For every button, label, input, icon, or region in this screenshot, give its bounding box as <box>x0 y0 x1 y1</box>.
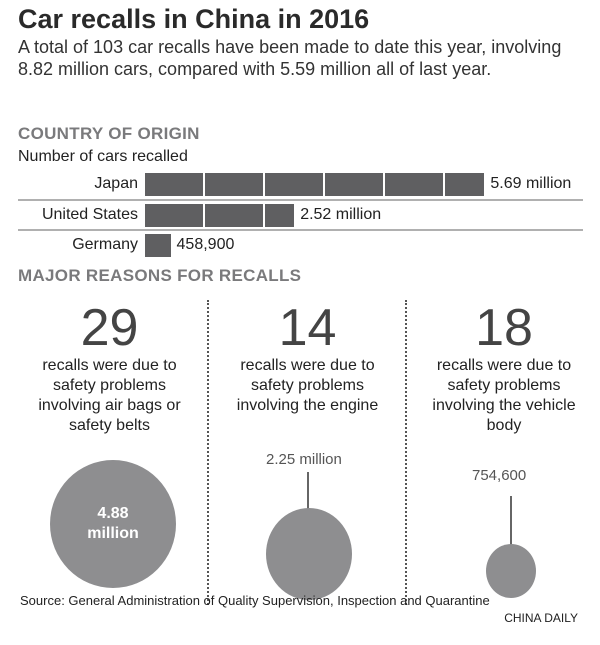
reason-text: recalls were due to safety problems invo… <box>432 357 576 434</box>
recall-count: 18 <box>475 299 533 357</box>
bar-row-japan: Japan 5.69 million <box>18 171 571 197</box>
bar-block <box>325 172 383 196</box>
bar-row-united-states: United States 2.52 million <box>18 202 381 228</box>
recall-count: 14 <box>278 299 337 357</box>
reason-text: recalls were due to safety problems invo… <box>38 357 181 434</box>
bubble-value: 4.88 <box>97 505 129 522</box>
reason-body: 18 recalls were due to safety problems i… <box>408 300 600 436</box>
bar-value: 5.69 million <box>490 175 572 192</box>
leader-line <box>510 496 512 546</box>
bar-label: United States <box>41 206 138 223</box>
bar-japan <box>145 172 486 196</box>
bar-germany <box>145 233 173 257</box>
bar-united-states <box>145 203 296 227</box>
reason-airbags: 29 recalls were due to safety problems i… <box>12 300 207 436</box>
bubble-engine <box>266 508 352 600</box>
bar-block <box>145 203 203 227</box>
section-country-title: COUNTRY OF ORIGIN <box>18 124 200 143</box>
bar-block <box>385 172 443 196</box>
recall-count: 29 <box>80 299 139 357</box>
bubble-body <box>486 544 536 598</box>
title: Car recalls in China in 2016 <box>18 4 370 34</box>
dotted-divider <box>405 300 407 605</box>
bar-block <box>265 203 295 227</box>
source-note: Source: General Administration of Qualit… <box>20 593 490 608</box>
bar-value: 2.52 million <box>300 206 382 223</box>
bar-block <box>205 203 263 227</box>
section-reasons-title: MAJOR REASONS FOR RECALLS <box>18 266 302 285</box>
divider <box>18 229 583 231</box>
bubble-label-engine: 2.25 million <box>266 451 342 468</box>
bar-row-germany: Germany 458,900 <box>18 232 234 258</box>
bar-value: 458,900 <box>176 236 235 253</box>
brand-credit: CHINA DAILY <box>504 611 578 625</box>
divider <box>18 199 583 201</box>
reason-engine: 14 recalls were due to safety problems i… <box>210 300 405 416</box>
bar-block <box>205 172 263 196</box>
bar-label: Germany <box>72 236 138 253</box>
bar-label: Japan <box>94 175 138 192</box>
bubble-airbags: 4.88 million <box>50 460 176 588</box>
bar-block <box>445 172 485 196</box>
subtitle: A total of 103 car recalls have been mad… <box>18 37 562 79</box>
bar-axis-label: Number of cars recalled <box>18 148 188 165</box>
leader-line <box>307 472 309 510</box>
reason-text: recalls were due to safety problems invo… <box>236 357 379 414</box>
bar-block <box>265 172 323 196</box>
bar-block <box>145 172 203 196</box>
bubble-label-body: 754,600 <box>472 467 527 484</box>
bubble-unit: million <box>87 525 139 542</box>
dotted-divider <box>207 300 209 605</box>
bar-block <box>145 233 171 257</box>
